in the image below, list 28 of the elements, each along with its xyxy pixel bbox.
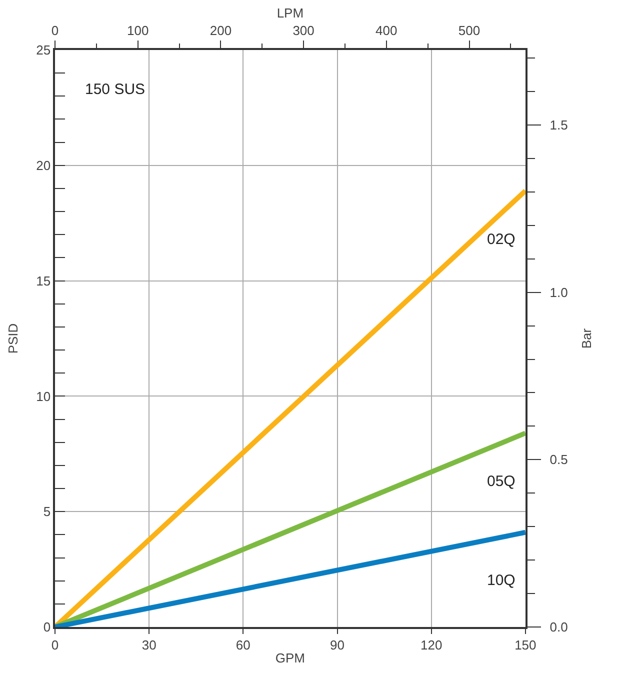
y-tick-label: 10 xyxy=(36,388,51,404)
y2-tick-label: 1.5 xyxy=(550,118,568,133)
x-tick-label: 120 xyxy=(420,637,442,652)
x2-axis-title: LPM xyxy=(276,6,304,20)
x-axis-title: GPM xyxy=(275,650,306,666)
x2-tick-label: 100 xyxy=(127,23,149,38)
series-label: 05Q xyxy=(487,473,516,490)
x2-tick-label: 300 xyxy=(292,23,314,38)
x-tick-label: 90 xyxy=(330,637,344,652)
y-tick-label: 0 xyxy=(43,620,51,635)
annotation: 150 SUS xyxy=(85,81,146,98)
x2-tick-label: 400 xyxy=(376,23,398,38)
y-tick-label: 5 xyxy=(43,504,51,520)
y2-tick-label: 0.5 xyxy=(550,452,568,468)
x2-tick-label: 200 xyxy=(210,23,232,38)
x-tick-label: 150 xyxy=(514,637,536,652)
y-tick-label: 15 xyxy=(36,273,51,288)
series-label: 02Q xyxy=(487,231,516,248)
y-tick-label: 25 xyxy=(36,42,51,58)
x-tick-label: 30 xyxy=(142,637,156,652)
y2-axis-title: Bar xyxy=(578,328,594,349)
x-tick-label: 60 xyxy=(236,637,250,652)
y2-tick-label: 1.0 xyxy=(550,284,568,300)
y-tick-label: 20 xyxy=(36,158,51,173)
text: 10Q xyxy=(487,572,516,589)
x2-tick-label: 500 xyxy=(458,23,480,38)
y-axis-title: PSID xyxy=(6,323,21,354)
y2-tick-label: 0.0 xyxy=(550,620,568,635)
